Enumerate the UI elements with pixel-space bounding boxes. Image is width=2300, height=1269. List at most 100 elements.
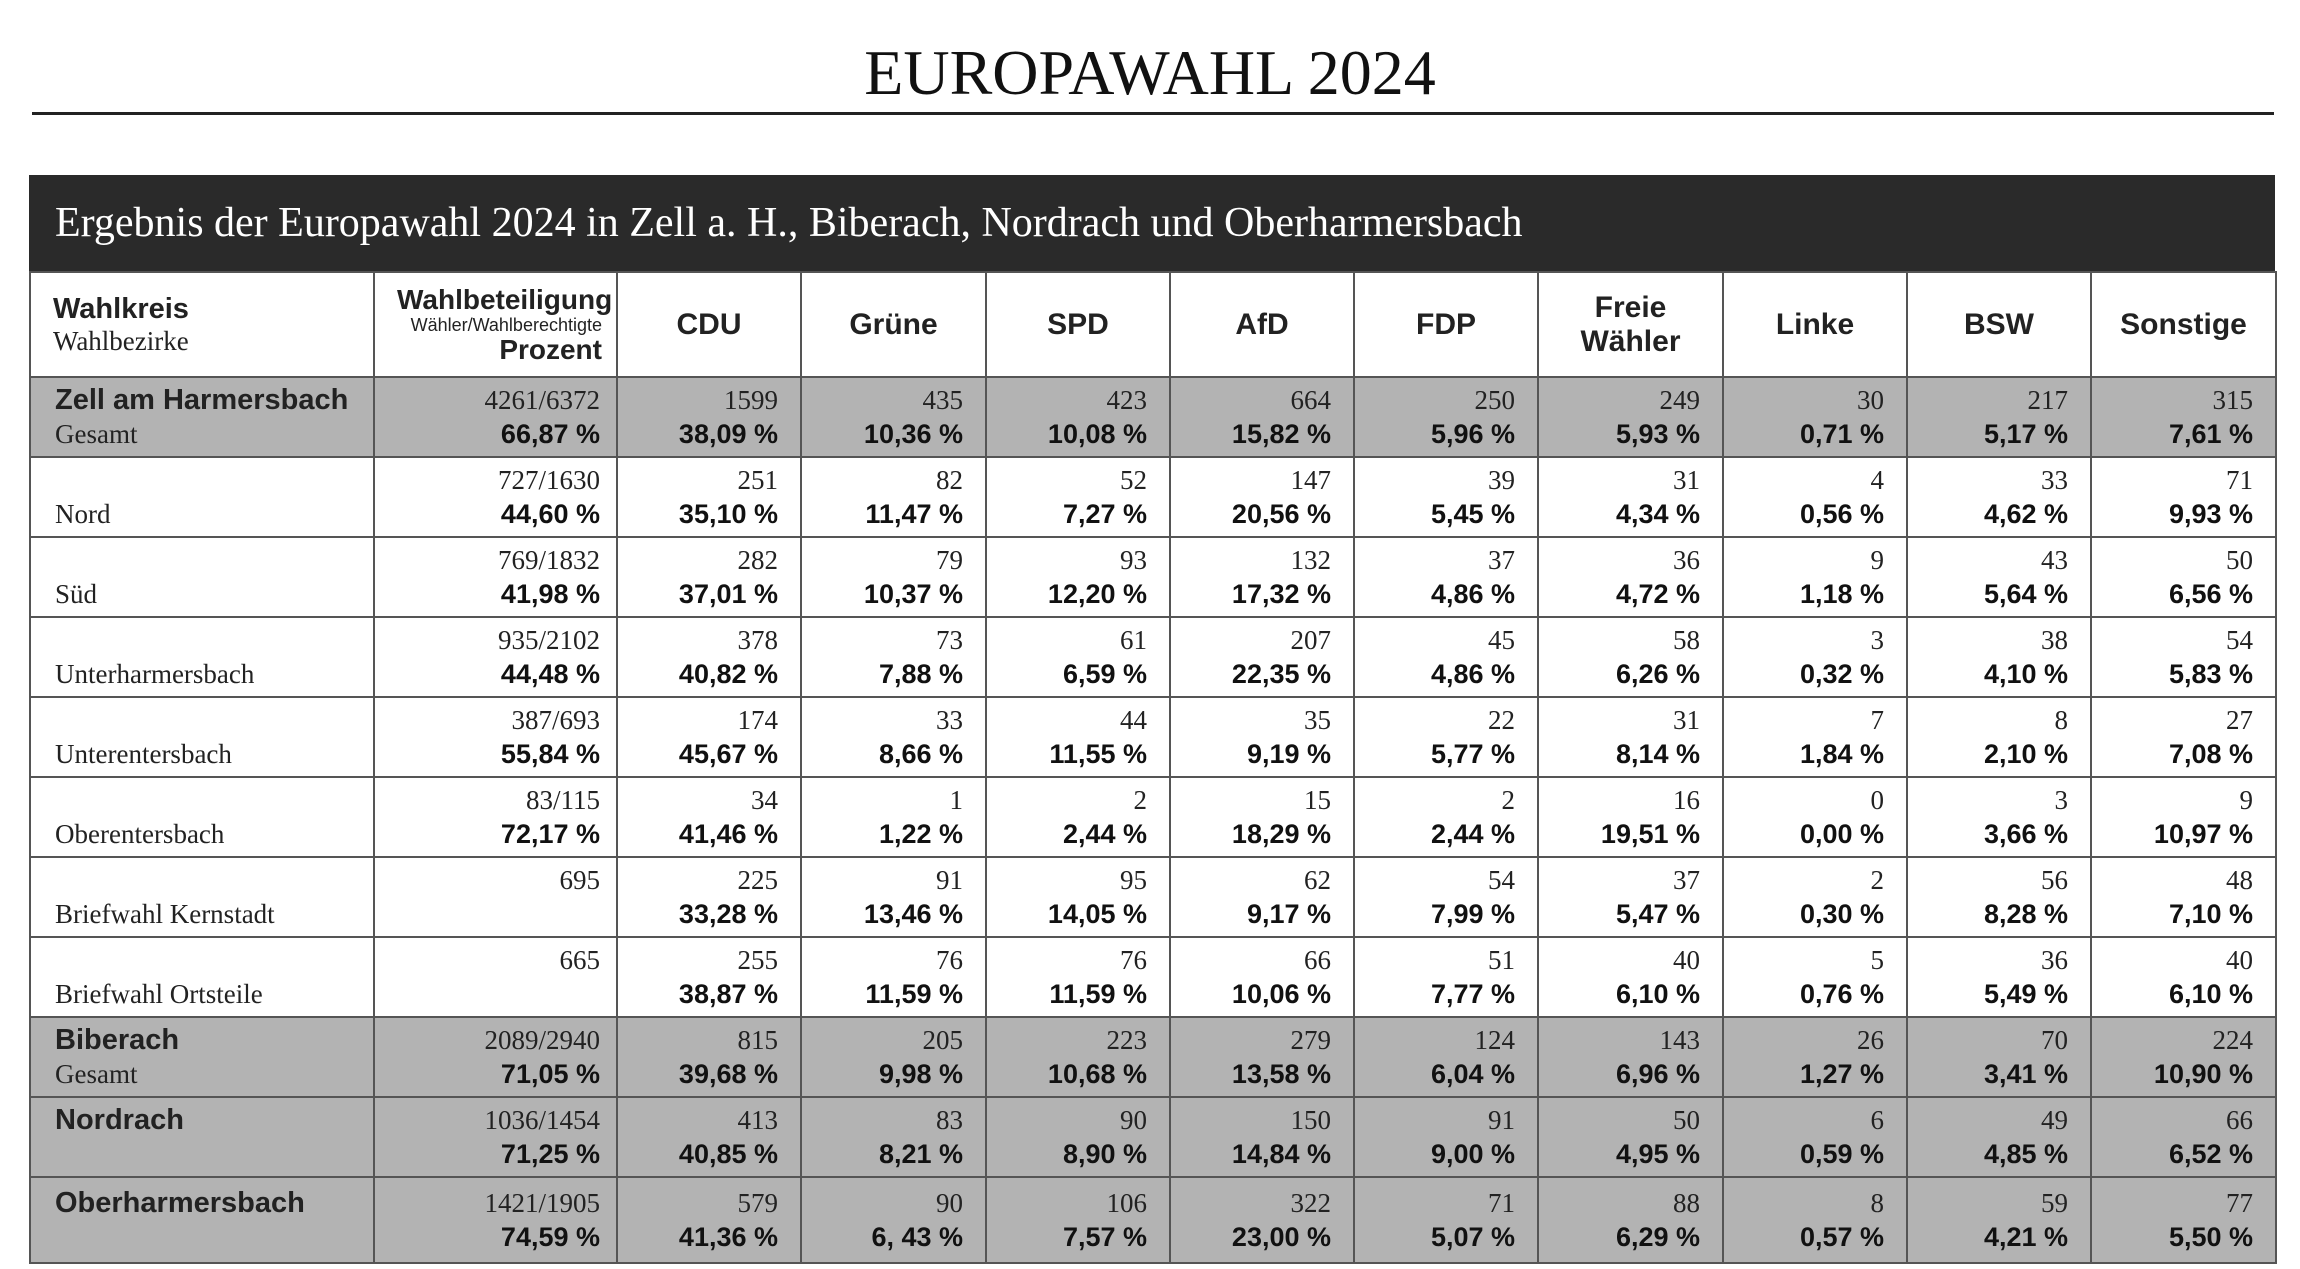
party-cell: 79 10,37 % bbox=[800, 536, 987, 618]
turnout-cell: 1421/1905 74,59 % bbox=[373, 1176, 618, 1264]
party-cell: 71 9,93 % bbox=[2090, 456, 2277, 538]
vote-count: 132 bbox=[1290, 545, 1332, 575]
vote-percent: 22,35 % bbox=[1231, 659, 1331, 689]
party-cell: 9 1,18 % bbox=[1722, 536, 1908, 618]
vote-percent: 9,00 % bbox=[1430, 1139, 1515, 1169]
party-cell: 413 40,85 % bbox=[616, 1096, 802, 1178]
vote-count: 45 bbox=[1488, 625, 1515, 655]
party-cell: 255 38,87 % bbox=[616, 936, 802, 1018]
turnout-cell: 769/1832 41,98 % bbox=[373, 536, 618, 618]
vote-percent: 11,59 % bbox=[1049, 979, 1147, 1009]
vote-percent: 5,96 % bbox=[1430, 419, 1515, 449]
spacer bbox=[55, 1220, 351, 1254]
vote-percent: 5,50 % bbox=[2168, 1222, 2253, 1252]
district-cell: Briefwahl Ortsteile bbox=[29, 936, 375, 1018]
party-header: FDP bbox=[1353, 271, 1539, 378]
vote-percent: 7,77 % bbox=[1430, 979, 1515, 1009]
vote-percent: 4,10 % bbox=[1983, 659, 2068, 689]
vote-percent: 10,36 % bbox=[863, 419, 963, 449]
district-cell: Biberach Gesamt bbox=[29, 1016, 375, 1098]
vote-count: 6 bbox=[1870, 1105, 1885, 1135]
party-cell: 251 35,10 % bbox=[616, 456, 802, 538]
summary-row: Biberach Gesamt 2089/2940 71,05 % 815 39,68 %… bbox=[29, 1016, 2277, 1098]
party-cell: 34 41,46 % bbox=[616, 776, 802, 858]
party-cell: 36 4,72 % bbox=[1537, 536, 1724, 618]
vote-count: 58 bbox=[1673, 625, 1700, 655]
party-cell: 3 0,32 % bbox=[1722, 616, 1908, 698]
vote-percent: 6,26 % bbox=[1615, 659, 1700, 689]
vote-count: 143 bbox=[1659, 1025, 1701, 1055]
district-cell: Oberharmersbach bbox=[29, 1176, 375, 1264]
party-cell: 49 4,85 % bbox=[1906, 1096, 2092, 1178]
party-cell: 579 41,36 % bbox=[616, 1176, 802, 1264]
turnout-cell: 1036/1454 71,25 % bbox=[373, 1096, 618, 1178]
party-cell: 147 20,56 % bbox=[1169, 456, 1355, 538]
table-body: Zell am Harmersbach Gesamt 4261/6372 66,87 … bbox=[29, 376, 2277, 1264]
vote-percent: 4,95 % bbox=[1615, 1139, 1700, 1169]
vote-percent: 1,27 % bbox=[1799, 1059, 1884, 1089]
vote-count: 33 bbox=[936, 705, 963, 735]
vote-percent: 5,77 % bbox=[1430, 739, 1515, 769]
vote-count: 9 bbox=[2239, 785, 2254, 815]
party-cell: 124 6,04 % bbox=[1353, 1016, 1539, 1098]
vote-percent: 3,66 % bbox=[1983, 819, 2068, 849]
turnout-percent: 71,25 % bbox=[500, 1139, 600, 1169]
party-cell: 56 8,28 % bbox=[1906, 856, 2092, 938]
vote-count: 224 bbox=[2212, 1025, 2254, 1055]
district-cell: Nord bbox=[29, 456, 375, 538]
party-cell: 6 0,59 % bbox=[1722, 1096, 1908, 1178]
party-cell: 16 19,51 % bbox=[1537, 776, 1724, 858]
party-cell: 26 1,27 % bbox=[1722, 1016, 1908, 1098]
party-cell: 3 3,66 % bbox=[1906, 776, 2092, 858]
vote-count: 56 bbox=[2041, 865, 2068, 895]
party-cell: 50 4,95 % bbox=[1537, 1096, 1724, 1178]
party-cell: 43 5,64 % bbox=[1906, 536, 2092, 618]
party-header: Linke bbox=[1722, 271, 1908, 378]
vote-count: 378 bbox=[737, 625, 779, 655]
vote-percent: 2,10 % bbox=[1983, 739, 2068, 769]
party-cell: 2 2,44 % bbox=[1353, 776, 1539, 858]
vote-percent: 4,21 % bbox=[1983, 1222, 2068, 1252]
vote-count: 31 bbox=[1673, 465, 1700, 495]
vote-percent: 0,57 % bbox=[1799, 1222, 1884, 1252]
party-cell: 91 9,00 % bbox=[1353, 1096, 1539, 1178]
turnout-count: 727/1630 bbox=[497, 465, 600, 495]
party-cell: 36 5,49 % bbox=[1906, 936, 2092, 1018]
spacer bbox=[55, 1137, 351, 1171]
vote-percent: 2,44 % bbox=[1062, 819, 1147, 849]
vote-percent: 1,18 % bbox=[1799, 579, 1884, 609]
turnout-header: Wahlbeteiligung Wähler/Wahlberechtigte P… bbox=[373, 271, 618, 378]
party-cell: 27 7,08 % bbox=[2090, 696, 2277, 778]
party-cell: 132 17,32 % bbox=[1169, 536, 1355, 618]
party-cell: 33 4,62 % bbox=[1906, 456, 2092, 538]
vote-count: 66 bbox=[2226, 1105, 2253, 1135]
vote-count: 27 bbox=[2226, 705, 2253, 735]
turnout-cell: 387/693 55,84 % bbox=[373, 696, 618, 778]
turnout-percent: 55,84 % bbox=[500, 739, 600, 769]
vote-percent: 15,82 % bbox=[1231, 419, 1331, 449]
vote-percent: 9,93 % bbox=[2168, 499, 2253, 529]
party-cell: 90 8,90 % bbox=[985, 1096, 1171, 1178]
vote-percent: 12,20 % bbox=[1047, 579, 1147, 609]
district-row: Briefwahl Kernstadt 695 225 33,28 % 91 13,46 … bbox=[29, 856, 2277, 938]
vote-percent: 41,36 % bbox=[678, 1222, 778, 1252]
vote-count: 90 bbox=[936, 1188, 963, 1218]
turnout-cell: 935/2102 44,48 % bbox=[373, 616, 618, 698]
vote-percent: 39,68 % bbox=[678, 1059, 778, 1089]
vote-percent: 7,99 % bbox=[1430, 899, 1515, 929]
district-cell: Unterentersbach bbox=[29, 696, 375, 778]
party-cell: 7 1,84 % bbox=[1722, 696, 1908, 778]
vote-count: 15 bbox=[1304, 785, 1331, 815]
district-cell: Oberentersbach bbox=[29, 776, 375, 858]
turnout-count: 387/693 bbox=[511, 705, 600, 735]
district-cell: Nordrach bbox=[29, 1096, 375, 1178]
party-header: Grüne bbox=[800, 271, 987, 378]
vote-percent: 10,06 % bbox=[1231, 979, 1331, 1009]
party-cell: 71 5,07 % bbox=[1353, 1176, 1539, 1264]
party-cell: 77 5,50 % bbox=[2090, 1176, 2277, 1264]
party-cell: 59 4,21 % bbox=[1906, 1176, 2092, 1264]
party-cell: 48 7,10 % bbox=[2090, 856, 2277, 938]
turnout-count: 695 bbox=[559, 865, 601, 895]
spacer bbox=[55, 463, 351, 497]
party-cell: 2 0,30 % bbox=[1722, 856, 1908, 938]
